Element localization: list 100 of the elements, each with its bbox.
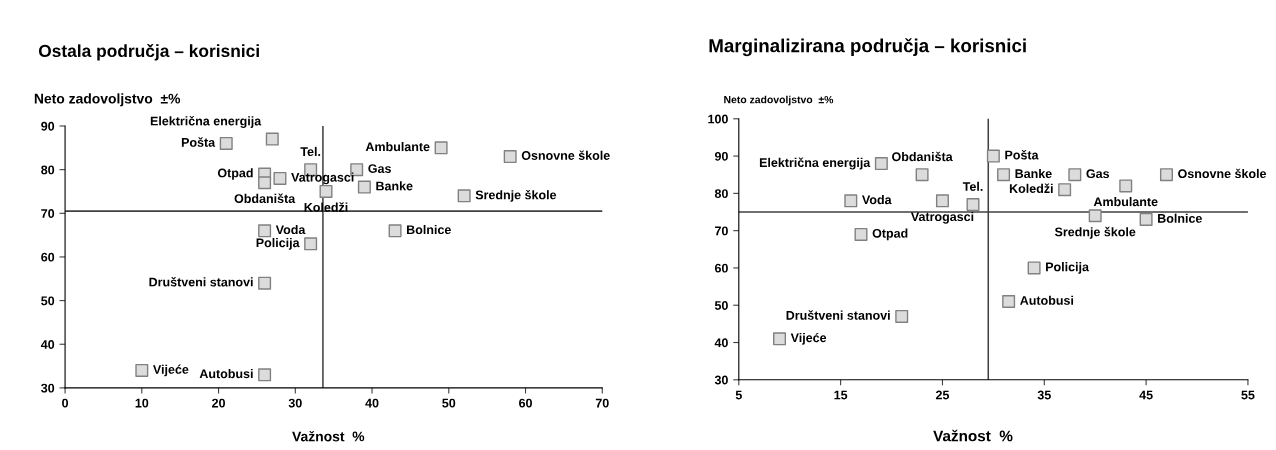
point [258,176,272,190]
point [1002,294,1016,309]
point [854,227,868,241]
annotation: Ambulante [1093,197,1158,207]
y-tick-label: 80 [41,165,55,175]
x-tick-label: 0 [62,398,69,408]
annotation: Pošta [1005,149,1039,160]
point [304,237,318,251]
y-tick-label: 60 [41,252,55,262]
annotation: Voda [275,224,306,235]
x-tick-label: 25 [935,390,950,400]
annotation: Tel. [962,181,983,191]
annotation: Bolnice [1158,213,1202,223]
y-tick-label: 100 [708,114,728,124]
chart-title: Ostala područja – korisnici [38,43,259,61]
point [986,149,1000,163]
point [258,368,272,382]
annotation: Policija [256,238,300,250]
point [319,184,333,198]
annotation: Gas [1086,169,1110,179]
annotation: Banke [376,181,413,191]
point [1119,179,1133,193]
x-tick-label: 50 [442,398,456,408]
point [915,168,929,182]
annotation: Autobusi [1020,295,1074,305]
x-axis-title: Važnost % [292,430,365,442]
y-tick-label: 60 [714,263,728,273]
y-tick-label: 90 [714,151,728,161]
point [258,276,272,290]
annotation: Ambulante [365,142,430,152]
y-tick-label: 50 [41,296,55,306]
point [874,157,888,171]
x-tick-label: 5 [735,390,742,400]
y-tick-label: 40 [714,338,728,348]
point [457,189,471,203]
annotation: Društveni stanovi [149,277,253,287]
point [1058,183,1072,197]
y-tick-label: 50 [714,301,728,310]
x-tick-label: 35 [1037,390,1051,400]
annotation: Otpad [217,168,253,180]
point [1088,209,1102,223]
annotation: Voda [862,195,892,205]
annotation: Srednje škole [1054,226,1136,239]
point [135,363,149,377]
point [1159,168,1173,182]
point [773,332,787,346]
y-tick-label: 40 [40,340,55,349]
point [434,141,448,155]
annotation: Vijeće [790,332,827,345]
point [844,194,858,208]
point [258,224,272,238]
y-tick-label: 70 [41,209,55,218]
x-tick-label: 30 [288,398,302,408]
point [388,224,402,238]
annotation: Koledži [1009,183,1053,193]
x-tick-label: 10 [135,398,149,408]
point [935,194,949,208]
annotation: Gas [368,164,391,174]
point [1027,261,1041,275]
annotation: Bolnice [407,224,451,235]
x-tick-label: 45 [1139,390,1153,400]
annotation: Pošta [181,137,216,147]
annotation: Vatrogasci [910,211,974,224]
x-tick-label: 70 [595,398,609,408]
point [219,136,233,150]
y-tick-label: 30 [714,375,728,385]
annotation: Osnovne škole [521,150,610,160]
annotation: Električna energija [759,157,871,170]
x-tick-label: 60 [519,398,532,408]
annotation: Vijeće [153,364,189,377]
annotation: Srednje škole [475,189,557,202]
annotation: Banke [1015,168,1052,179]
point [1068,168,1082,182]
y-axis-title: Neto zadovoljstvo ±% [724,95,834,106]
x-tick-label: 15 [834,390,848,400]
chart-title: Marginalizirana područja – korisnici [709,38,1026,57]
annotation: Autobusi [199,368,253,379]
y-tick-label: 70 [715,226,728,236]
x-tick-label: 55 [1241,390,1255,400]
y-tick-label: 90 [41,121,55,131]
annotation: Obdaništa [892,151,953,162]
y-tick-label: 30 [41,383,55,393]
point [265,132,279,146]
point [357,180,371,194]
y-tick-label: 80 [714,189,728,199]
x-axis-title: Važnost % [933,429,1013,442]
x-tick-label: 20 [212,398,225,408]
point [503,150,517,164]
point [1139,212,1153,226]
annotation: Osnovne škole [1178,168,1267,179]
annotation: Policija [1046,262,1090,274]
annotation: Otpad [872,228,908,241]
point [273,171,287,185]
annotation: Tel. [300,146,321,157]
point [895,309,909,323]
x-tick-label: 40 [365,398,379,408]
point [997,168,1011,182]
y-axis-title: Neto zadovoljstvo ±% [34,93,181,107]
annotation: Obdaništa [234,193,296,204]
annotation: Društveni stanovi [786,310,890,320]
